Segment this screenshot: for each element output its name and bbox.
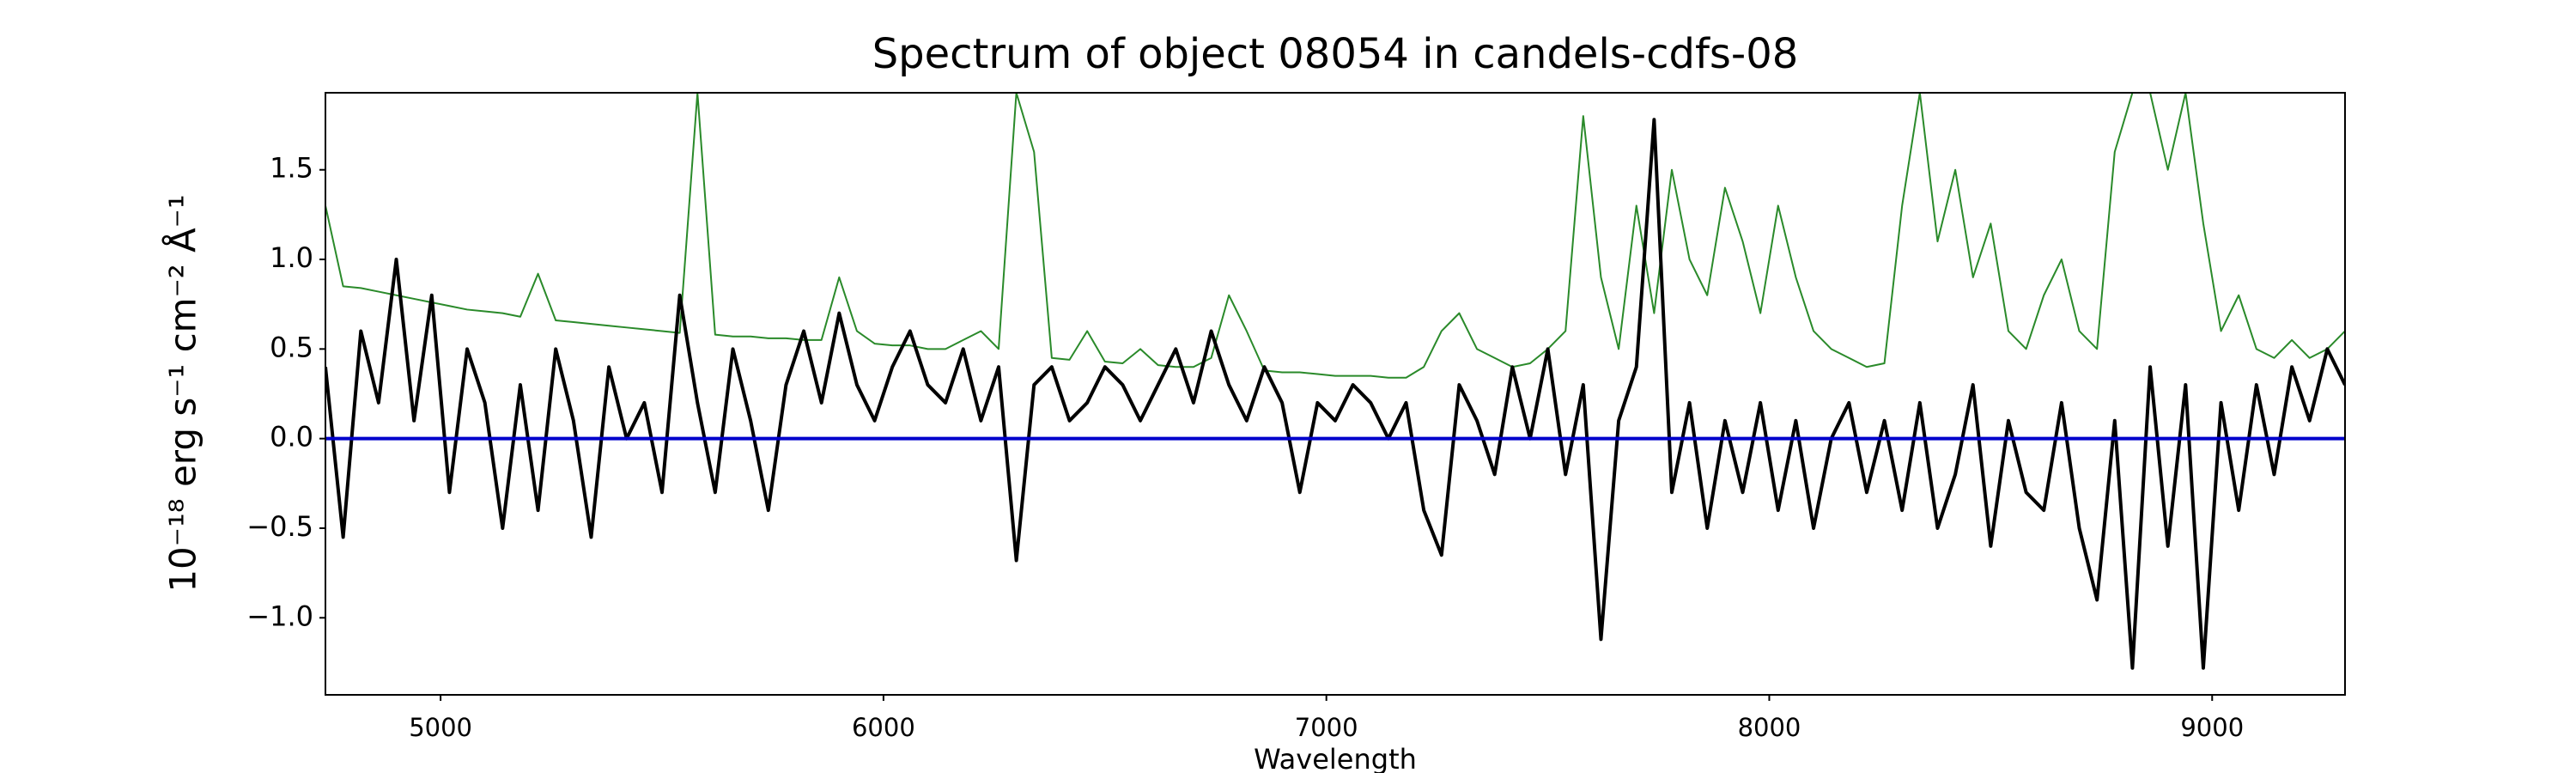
x-tick-label: 7000 xyxy=(1295,713,1358,742)
x-axis-label: Wavelength xyxy=(1254,743,1417,773)
chart-title: Spectrum of object 08054 in candels-cdfs… xyxy=(872,30,1799,78)
series-line xyxy=(325,118,2345,670)
series-line xyxy=(325,93,2345,379)
plot-frame xyxy=(325,92,2346,696)
y-tick-label: 0.5 xyxy=(270,331,313,363)
x-tick-label: 5000 xyxy=(409,713,472,742)
y-tick-label: 1.5 xyxy=(270,152,313,185)
x-tick-label: 9000 xyxy=(2180,713,2244,742)
y-tick-label: −0.5 xyxy=(246,510,313,543)
plot-area xyxy=(325,93,2345,670)
x-tick-label: 6000 xyxy=(852,713,915,742)
y-axis-label: 10⁻¹⁸ erg s⁻¹ cm⁻² Å⁻¹ xyxy=(161,194,204,592)
y-tick-label: 1.0 xyxy=(270,241,313,274)
y-tick-label: −1.0 xyxy=(246,600,313,632)
x-tick-label: 8000 xyxy=(1738,713,1801,742)
y-tick-label: 0.0 xyxy=(270,421,313,453)
